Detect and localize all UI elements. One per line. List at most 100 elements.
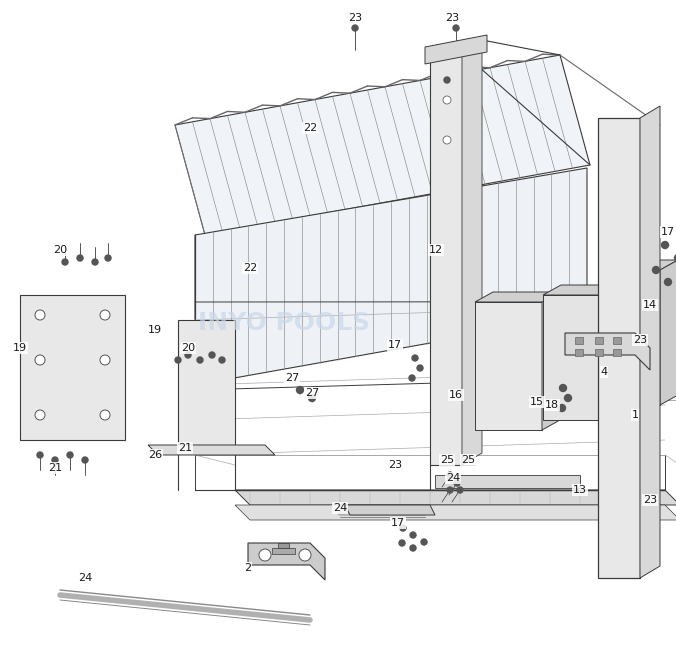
Circle shape [421,539,427,545]
Bar [575,349,583,356]
Circle shape [82,457,88,463]
Circle shape [443,136,451,144]
Circle shape [100,355,110,365]
Text: 26: 26 [148,450,162,460]
Circle shape [35,355,45,365]
Polygon shape [462,40,482,465]
Circle shape [67,452,73,458]
Text: 14: 14 [643,300,657,310]
Polygon shape [20,295,125,440]
Text: 21: 21 [178,443,192,453]
Text: 23: 23 [388,460,402,470]
Bar [595,337,603,344]
Circle shape [77,255,83,261]
Circle shape [409,375,415,381]
Text: 23: 23 [643,495,657,505]
Circle shape [453,25,459,31]
Polygon shape [272,548,295,554]
Text: 18: 18 [545,400,559,410]
Circle shape [105,255,111,261]
Circle shape [560,384,566,391]
Circle shape [564,395,571,402]
Text: 20: 20 [53,245,67,255]
Bar [613,349,621,356]
Circle shape [219,357,225,363]
Circle shape [410,532,416,538]
Polygon shape [640,106,660,578]
Polygon shape [607,270,660,405]
Circle shape [35,310,45,320]
Circle shape [92,259,98,265]
Circle shape [457,487,463,493]
Polygon shape [543,295,605,420]
Circle shape [454,480,460,486]
Polygon shape [345,505,435,515]
Polygon shape [565,333,650,370]
Polygon shape [175,55,590,235]
Text: 17: 17 [661,227,675,237]
Text: 22: 22 [243,263,257,273]
Bar [575,337,583,344]
Circle shape [259,549,271,561]
Text: 22: 22 [303,123,317,133]
Text: 23: 23 [633,335,647,345]
Text: 21: 21 [48,463,62,473]
Circle shape [100,410,110,420]
Circle shape [444,77,450,83]
Polygon shape [148,445,275,455]
Polygon shape [425,35,487,64]
Polygon shape [278,543,289,548]
Text: 2: 2 [245,563,251,573]
Circle shape [197,357,203,363]
Polygon shape [475,292,560,302]
Text: 23: 23 [445,13,459,23]
Text: 15: 15 [530,397,544,407]
Circle shape [652,267,660,274]
Polygon shape [475,302,542,430]
Text: 27: 27 [285,373,299,383]
Text: 17: 17 [391,518,405,528]
Text: 13: 13 [573,485,587,495]
Circle shape [37,452,43,458]
Circle shape [558,404,566,411]
Text: 19: 19 [13,343,27,353]
Circle shape [209,352,215,358]
Polygon shape [235,490,676,505]
Text: 19: 19 [148,325,162,335]
Circle shape [417,365,423,371]
Text: 24: 24 [78,573,92,583]
Polygon shape [195,168,587,385]
Text: 20: 20 [181,343,195,353]
Polygon shape [605,285,623,420]
Circle shape [447,487,453,493]
Circle shape [62,259,68,265]
Bar [595,349,603,356]
Text: 25: 25 [440,455,454,465]
Bar [613,337,621,344]
Circle shape [410,545,416,551]
Circle shape [35,410,45,420]
Polygon shape [235,505,676,520]
Text: 1: 1 [631,410,639,420]
Text: 16: 16 [449,390,463,400]
Text: 12: 12 [429,245,443,255]
Polygon shape [543,285,623,295]
Text: 23: 23 [348,13,362,23]
Circle shape [662,241,669,248]
Circle shape [52,457,58,463]
Circle shape [665,278,671,285]
Circle shape [299,549,311,561]
Text: 4: 4 [600,367,608,377]
Text: 17: 17 [388,340,402,350]
Circle shape [443,96,451,104]
Circle shape [308,395,316,402]
Circle shape [297,386,304,393]
Text: 24: 24 [446,473,460,483]
Polygon shape [178,320,235,445]
Polygon shape [607,260,676,270]
Polygon shape [660,260,676,405]
Circle shape [447,472,453,478]
Polygon shape [542,292,560,430]
Text: INYO POOLS: INYO POOLS [198,311,370,336]
Circle shape [675,254,676,261]
